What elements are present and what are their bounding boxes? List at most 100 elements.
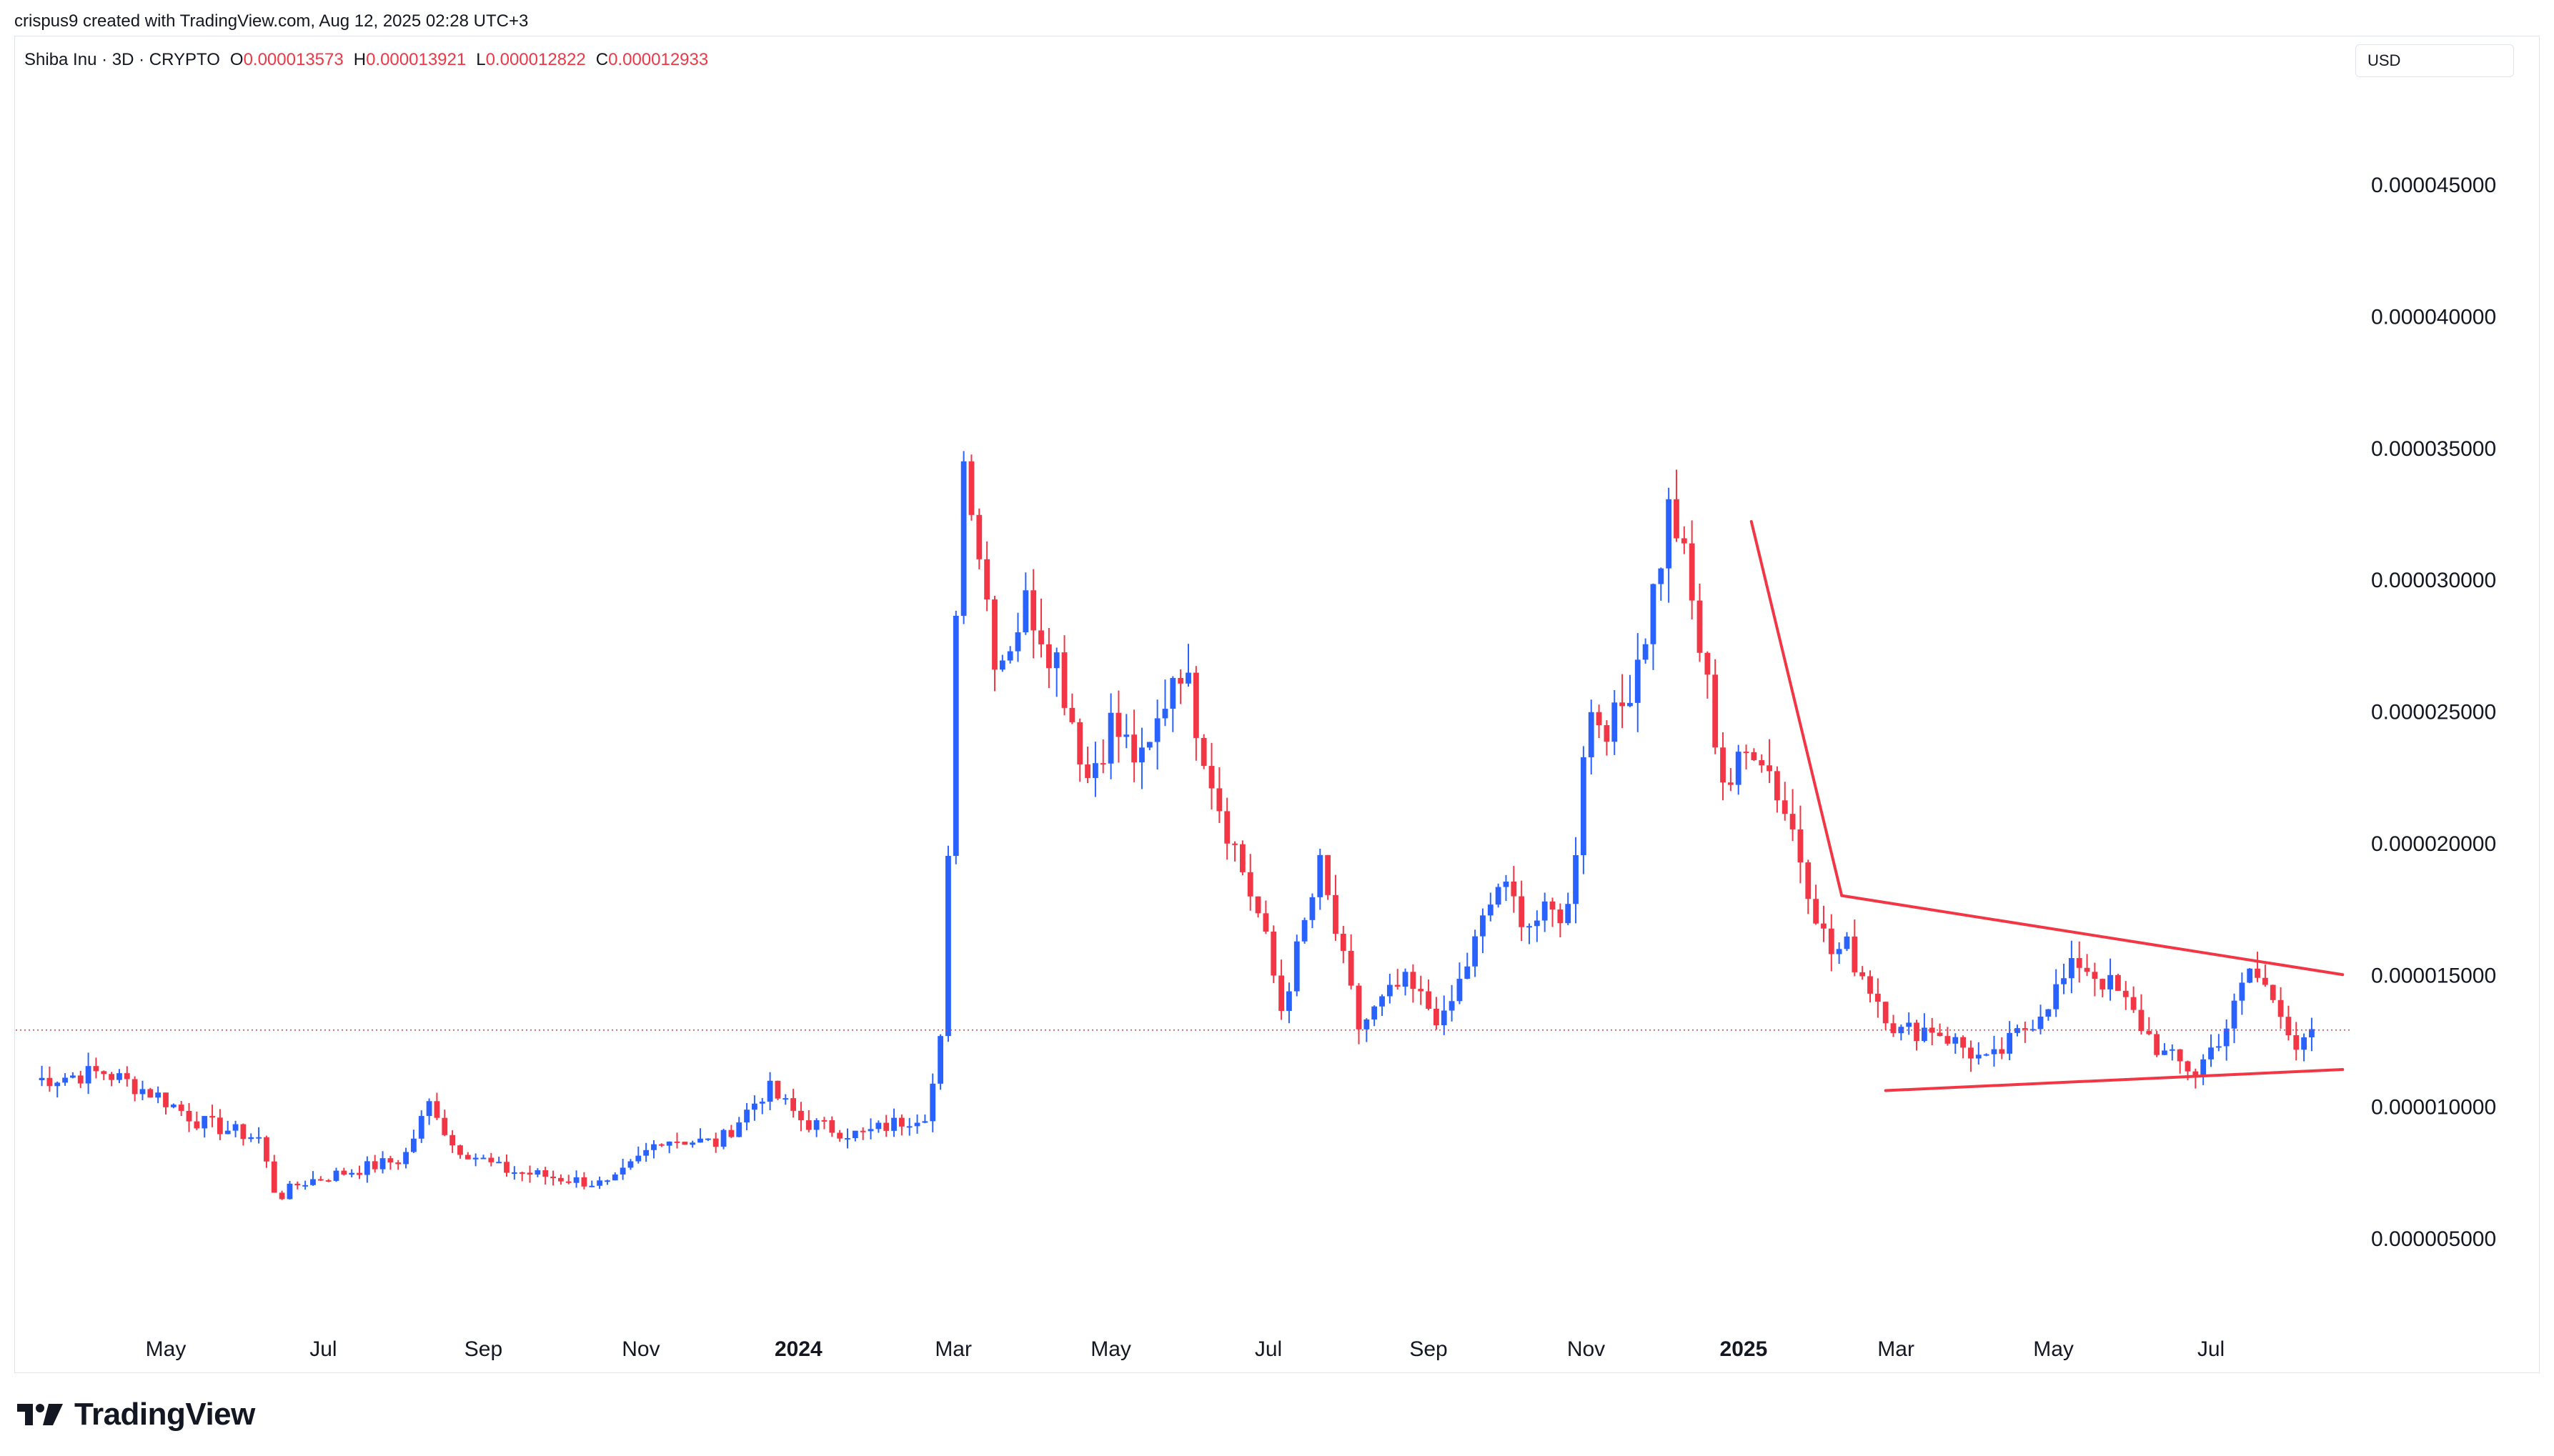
- candle-body: [1418, 989, 1424, 992]
- candle-body: [202, 1116, 208, 1129]
- candle-body: [635, 1155, 642, 1162]
- candle-body: [1549, 901, 1556, 910]
- candle-body: [1456, 979, 1463, 1002]
- x-tick-label: Jul: [1255, 1337, 1282, 1361]
- candle-body: [1666, 499, 1672, 569]
- candle-body: [1301, 919, 1308, 942]
- candle-body: [2262, 977, 2268, 985]
- candle-body: [1170, 677, 1176, 709]
- x-tick-label: Jul: [309, 1337, 337, 1361]
- candle-body: [1611, 702, 1618, 742]
- candle-body: [2177, 1049, 2183, 1062]
- candle-body: [1340, 934, 1346, 951]
- candle-body: [395, 1162, 402, 1165]
- open-label: O: [229, 50, 244, 69]
- candle-body: [2084, 967, 2090, 972]
- close-value: 0.000012933: [608, 50, 709, 69]
- candle-body: [891, 1117, 897, 1131]
- candle-body: [349, 1172, 355, 1175]
- candle-body: [54, 1082, 61, 1087]
- candle-body: [682, 1142, 688, 1145]
- candle-body: [1805, 862, 1812, 899]
- candle-body: [2270, 984, 2276, 1000]
- candle-body: [643, 1150, 650, 1156]
- candle-body: [728, 1130, 735, 1137]
- candle-body: [658, 1144, 665, 1146]
- candle-body: [790, 1098, 797, 1111]
- candle-body: [2208, 1047, 2214, 1059]
- candle-body: [898, 1117, 905, 1127]
- candle-body: [1519, 896, 1525, 927]
- candle-body: [1844, 936, 1850, 949]
- candle-body: [131, 1079, 138, 1095]
- candle-body: [116, 1073, 122, 1080]
- candle-body: [1704, 652, 1711, 675]
- candle-body: [1975, 1054, 1982, 1059]
- candle-body: [1293, 941, 1300, 992]
- candle-body: [170, 1105, 177, 1107]
- candle-body: [302, 1185, 309, 1187]
- candle-body: [1852, 936, 1858, 972]
- candle-body: [1944, 1036, 1951, 1044]
- descending-line: [1749, 520, 1844, 897]
- x-tick-label: May: [2033, 1337, 2074, 1361]
- candle-body: [2045, 1009, 2052, 1017]
- y-tick-label: 0.000025000: [2371, 701, 2496, 724]
- candle-body: [1162, 709, 1168, 719]
- x-tick-label: 2024: [775, 1337, 823, 1361]
- x-tick-label: Sep: [1409, 1337, 1447, 1361]
- candle-body: [2053, 984, 2059, 1009]
- candle-body: [434, 1101, 440, 1118]
- candle-body: [620, 1167, 626, 1175]
- candle-body: [1991, 1049, 1997, 1054]
- candle-body: [480, 1157, 487, 1160]
- candle-body: [1813, 899, 1819, 924]
- candle-body: [93, 1066, 99, 1072]
- high-value: 0.000013921: [366, 50, 467, 69]
- candle-body: [1495, 887, 1501, 905]
- candle-body: [883, 1122, 890, 1131]
- candle-body: [2223, 1028, 2230, 1047]
- low-value: 0.000012822: [485, 50, 586, 69]
- x-tick-label: 2025: [1720, 1337, 1768, 1361]
- candle-body: [1356, 985, 1362, 1029]
- candle-body: [186, 1110, 192, 1122]
- symbol-label[interactable]: Shiba Inu · 3D · CRYPTO: [24, 50, 220, 69]
- candle-body: [627, 1161, 634, 1168]
- candle-body: [496, 1162, 502, 1164]
- candle-body: [1526, 926, 1532, 928]
- candle-body: [2107, 974, 2113, 989]
- candle-body: [550, 1177, 556, 1179]
- candle-body: [1472, 936, 1479, 967]
- candle-body: [581, 1177, 587, 1187]
- y-tick-label: 0.000005000: [2371, 1227, 2496, 1251]
- candle-body: [527, 1172, 533, 1175]
- candle-body: [2215, 1046, 2222, 1048]
- candle-body: [217, 1117, 223, 1135]
- candle-body: [1193, 672, 1199, 738]
- candle-body: [1278, 975, 1284, 1011]
- candle-body: [767, 1080, 773, 1102]
- candle-body: [442, 1117, 448, 1135]
- candle-body: [1108, 712, 1114, 764]
- candle-body: [712, 1138, 719, 1147]
- candle-body: [651, 1144, 657, 1150]
- candle-body: [1681, 538, 1687, 544]
- candle-body: [1239, 844, 1246, 872]
- candle-body: [1511, 881, 1517, 897]
- candle-body: [1503, 881, 1509, 887]
- candle-body: [829, 1120, 835, 1133]
- candle-body: [2029, 1029, 2036, 1031]
- candle-body: [875, 1122, 882, 1130]
- candle-body: [2247, 968, 2253, 983]
- candle-body: [271, 1161, 277, 1193]
- candle-body: [449, 1135, 456, 1146]
- candle-body: [457, 1145, 463, 1155]
- candle-body: [1015, 632, 1021, 652]
- candle-body: [1309, 897, 1316, 920]
- candle-body: [2076, 958, 2082, 968]
- currency-selector[interactable]: USD: [2355, 44, 2514, 77]
- candle-body: [1449, 1001, 1455, 1011]
- candle-body: [379, 1158, 386, 1170]
